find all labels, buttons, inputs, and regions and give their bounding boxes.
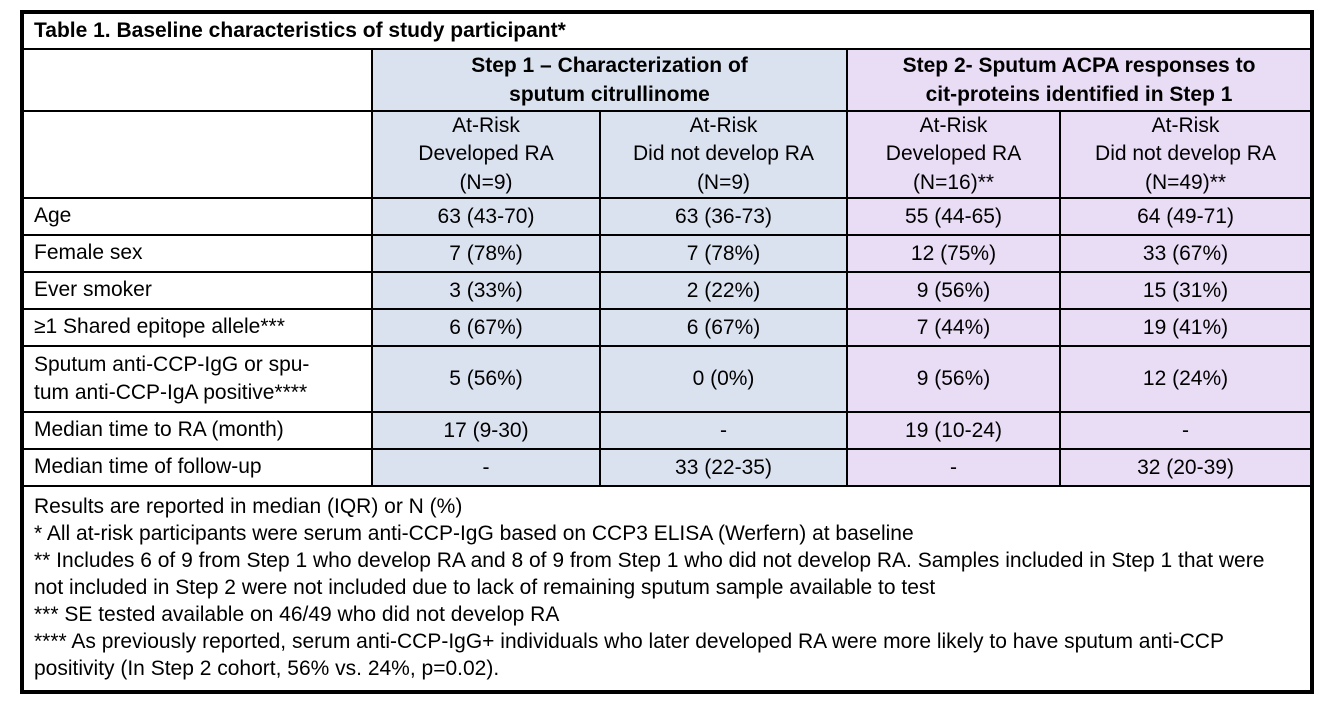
footnote-asterisk-1: * All at-risk participants were serum an… [34, 522, 914, 546]
table-row-sputum-anti-ccp: Sputum anti-CCP-IgG or spu- tum anti-CCP… [21, 345, 1314, 414]
value-cell: 7 (44%) [846, 308, 1061, 348]
row-label-shared-epitope-allele: ≥1 Shared epitope allele*** [21, 308, 373, 348]
value-cell: 0 (0%) [599, 345, 848, 414]
header-blank-cell [21, 109, 373, 200]
row-label-median-time-to-ra: Median time to RA (month) [21, 411, 373, 451]
value-cell: 55 (44-65) [846, 197, 1061, 237]
value-cell: - [371, 448, 601, 488]
value-cell: - [846, 448, 1061, 488]
baseline-characteristics-table: Table 1. Baseline characteristics of stu… [20, 10, 1315, 695]
value-cell: 2 (22%) [599, 271, 848, 311]
value-cell: 32 (20-39) [1058, 448, 1314, 488]
value-cell: 9 (56%) [846, 271, 1061, 311]
value-cell: 63 (36-73) [599, 197, 848, 237]
value-cell: 9 (56%) [846, 345, 1061, 414]
column-header-step1-developed-ra: At-Risk Developed RA (N=9) [371, 109, 601, 200]
column-header-step2-did-not-develop-ra: At-Risk Did not develop RA (N=49)** [1058, 109, 1314, 200]
value-cell: 7 (78%) [371, 234, 601, 274]
row-label-ever-smoker: Ever smoker [21, 271, 373, 311]
table-row-median-time-to-ra: Median time to RA (month) 17 (9-30) - 19… [21, 411, 1314, 451]
title-row: Table 1. Baseline characteristics of stu… [20, 11, 1314, 50]
table-row-female-sex: Female sex 7 (78%) 7 (78%) 12 (75%) 33 (… [21, 234, 1314, 274]
group-header-row: Step 1 – Characterization of sputum citr… [21, 48, 1314, 112]
table-row-age: Age 63 (43-70) 63 (36-73) 55 (44-65) 64 … [21, 197, 1314, 237]
column-header-step1-did-not-develop-ra: At-Risk Did not develop RA (N=9) [599, 109, 848, 200]
column-header-row: At-Risk Developed RA (N=9) At-Risk Did n… [21, 109, 1314, 200]
value-cell: 64 (49-71) [1058, 197, 1314, 237]
value-cell: 12 (24%) [1058, 345, 1314, 414]
value-cell: - [1058, 411, 1314, 451]
table-title: Table 1. Baseline characteristics of stu… [20, 11, 1314, 50]
value-cell: 3 (33%) [371, 271, 601, 311]
value-cell: 6 (67%) [371, 308, 601, 348]
value-cell: 19 (10-24) [846, 411, 1061, 451]
footnote-results-reported: Results are reported in median (IQR) or … [34, 495, 463, 519]
value-cell: 5 (56%) [371, 345, 601, 414]
value-cell: 12 (75%) [846, 234, 1061, 274]
group-header-step2: Step 2- Sputum ACPA responses to cit-pro… [845, 48, 1314, 112]
value-cell: 6 (67%) [599, 308, 848, 348]
footnote-asterisk-4: **** As previously reported, serum anti-… [34, 630, 1224, 681]
group-header-step1: Step 1 – Characterization of sputum citr… [371, 48, 848, 112]
footnote-asterisk-2: ** Includes 6 of 9 from Step 1 who devel… [34, 549, 1265, 600]
column-header-step2-developed-ra: At-Risk Developed RA (N=16)** [846, 109, 1061, 200]
table-row-ever-smoker: Ever smoker 3 (33%) 2 (22%) 9 (56%) 15 (… [21, 271, 1314, 311]
row-label-sputum-anti-ccp: Sputum anti-CCP-IgG or spu- tum anti-CCP… [21, 345, 373, 414]
value-cell: 33 (22-35) [599, 448, 848, 488]
value-cell: 33 (67%) [1058, 234, 1314, 274]
footnotes-block: Results are reported in median (IQR) or … [20, 485, 1314, 694]
table-row-median-time-of-follow-up: Median time of follow-up - 33 (22-35) - … [21, 448, 1314, 488]
value-cell: 15 (31%) [1058, 271, 1314, 311]
value-cell: 17 (9-30) [371, 411, 601, 451]
row-label-age: Age [21, 197, 373, 237]
footnote-asterisk-3: *** SE tested available on 46/49 who did… [34, 603, 560, 627]
row-label-median-time-of-follow-up: Median time of follow-up [21, 448, 373, 488]
value-cell: 19 (41%) [1058, 308, 1314, 348]
value-cell: 7 (78%) [599, 234, 848, 274]
corner-blank-cell [21, 48, 373, 112]
value-cell: 63 (43-70) [371, 197, 601, 237]
table-row-shared-epitope-allele: ≥1 Shared epitope allele*** 6 (67%) 6 (6… [21, 308, 1314, 348]
footnotes-row: Results are reported in median (IQR) or … [20, 485, 1314, 694]
value-cell: - [599, 411, 848, 451]
row-label-female-sex: Female sex [21, 234, 373, 274]
